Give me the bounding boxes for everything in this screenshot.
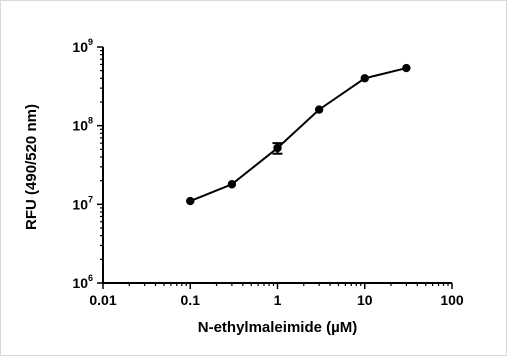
data-point [314, 105, 324, 114]
data-point [360, 74, 369, 83]
data-point [402, 63, 411, 73]
x-ticks-group: 0.01 0.1 1 10 100 [89, 283, 464, 308]
y-tick-label: 108 [72, 116, 93, 134]
series-line [189, 67, 407, 203]
x-tick-label: 0.01 [89, 292, 116, 308]
x-tick-label: 100 [440, 292, 464, 308]
x-tick-label: 1 [274, 292, 282, 308]
data-point [227, 180, 237, 189]
data-point [186, 196, 195, 206]
x-tick-label: 10 [357, 292, 373, 308]
y-ticks-group: 106 107 108 109 [72, 37, 103, 291]
series-layer [186, 63, 411, 206]
data-point [273, 143, 282, 153]
x-axis-title: N-ethylmaleimide (µM) [198, 319, 358, 336]
y-tick-label: 109 [72, 37, 93, 55]
y-tick-label: 107 [72, 194, 93, 212]
y-axis-title: RFU (490/520 nm) [23, 104, 40, 230]
x-tick-label: 0.1 [181, 292, 201, 308]
y-tick-label: 106 [72, 273, 93, 291]
axes-group [102, 47, 452, 284]
